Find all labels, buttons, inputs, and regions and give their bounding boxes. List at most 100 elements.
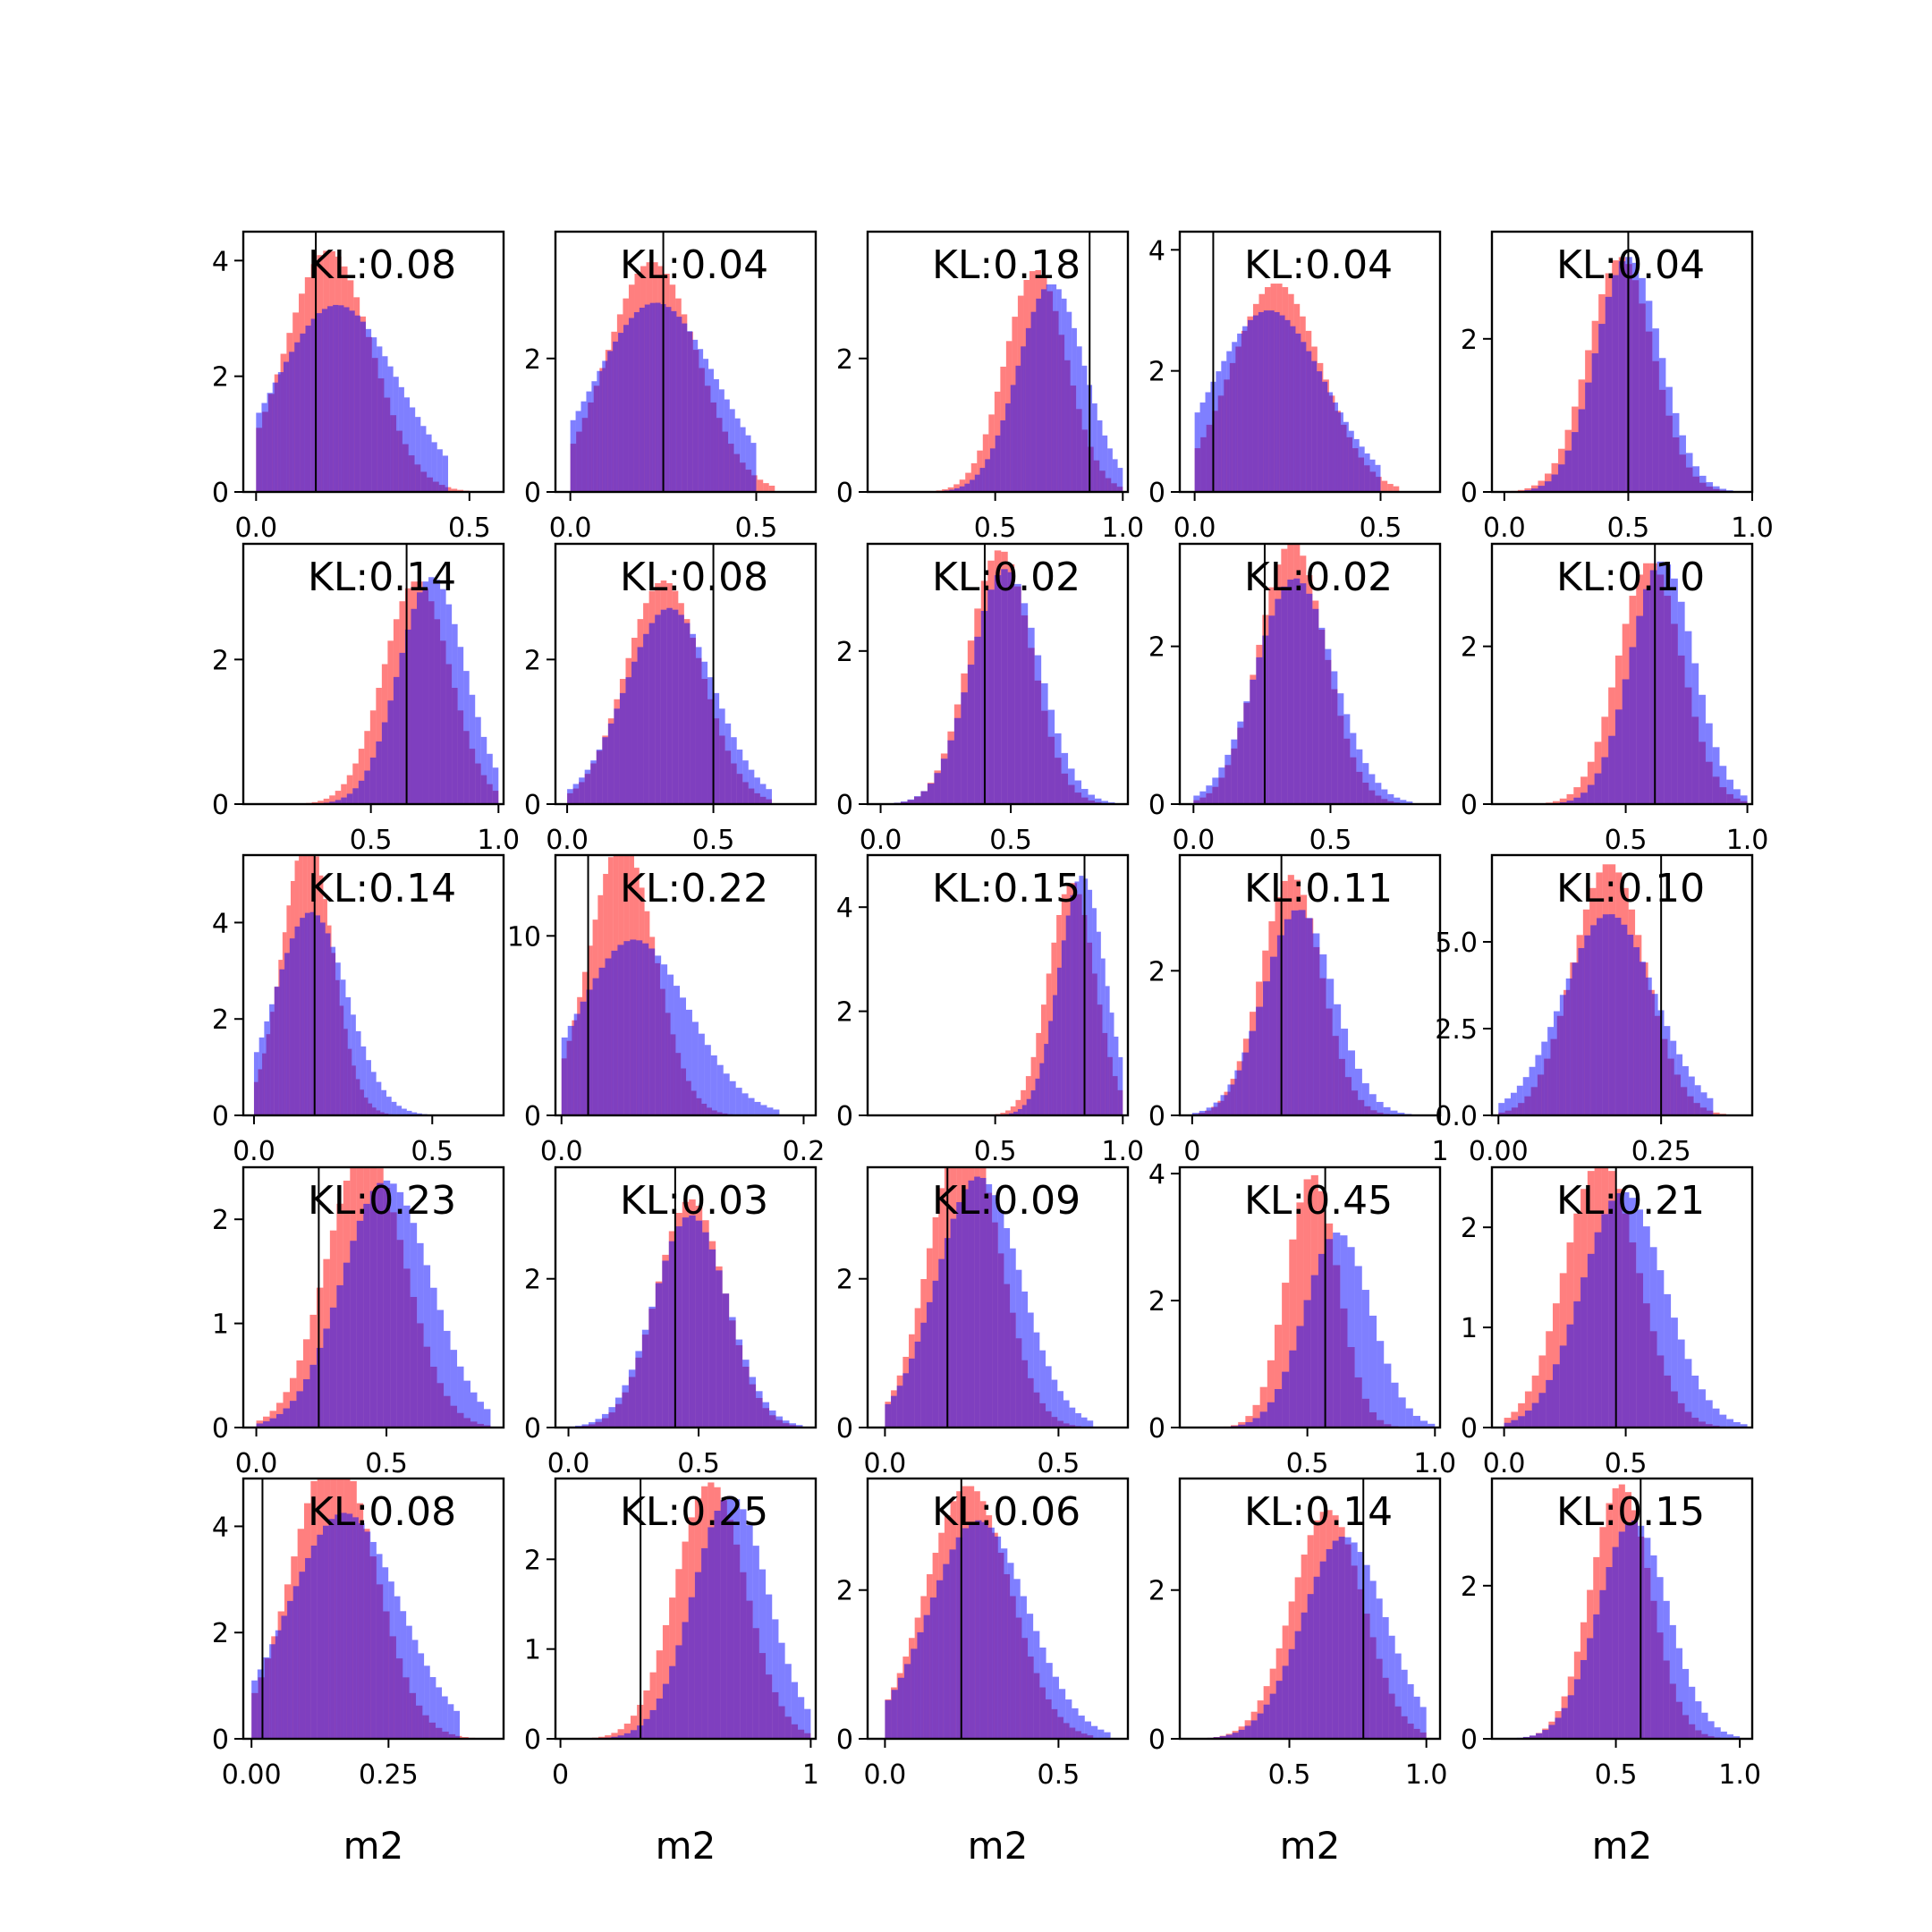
panel-r3-c0-blue-bar <box>483 1409 491 1428</box>
panel-r1-c1-blue-bar <box>759 784 767 804</box>
panel-r3-c4-blue-bar <box>1649 1247 1657 1428</box>
panel-r2-c1-blue-bar <box>642 943 649 1115</box>
panel-r2-c4-blue-bar <box>1597 918 1603 1115</box>
panel-r1-c0-blue-bar <box>457 647 464 804</box>
panel-r0-c0-kl-annotation: KL:0.08 <box>308 242 456 288</box>
panel-r2-c3-blue-bar <box>1354 1068 1362 1115</box>
panel-r2-c4-blue-bar <box>1541 1041 1548 1115</box>
panel-r2-c4-blue-bar <box>1707 1097 1714 1115</box>
panel-r3-c1-bars <box>568 1199 803 1428</box>
panel-r3-c1-kl-annotation: KL:0.03 <box>620 1178 768 1224</box>
panel-r2-c0-blue-bar <box>269 1004 275 1115</box>
panel-r2-c0-blue-bar <box>402 1108 407 1115</box>
panel-r0-c2-blue-bar <box>974 474 980 492</box>
panel-r1-c3-blue-bar <box>1325 648 1332 804</box>
panel-r2-c1-blue-bar <box>674 986 681 1115</box>
panel-r3-c1-blue-bar <box>769 1410 776 1428</box>
panel-r1-c0-blue-bar <box>417 592 423 804</box>
panel-r0-c4-kl-annotation: KL:0.04 <box>1556 242 1705 288</box>
panel-r3-c1-ytick-label: 2 <box>524 1265 541 1296</box>
panel-r1-c1-bars <box>567 580 772 804</box>
panel-r4-c4-blue-bar <box>1663 1600 1670 1739</box>
panel-r2-c1-blue-bar <box>698 1033 705 1115</box>
panel-r1-c0-red-bar <box>346 775 353 804</box>
panel-r0-c1-blue-bar <box>628 318 634 492</box>
panel-r2-c4-blue-bar <box>1572 962 1579 1115</box>
panel-r4-c3-blue-bar <box>1282 1665 1289 1739</box>
panel-r4-c0-blue-bar <box>436 1687 443 1739</box>
panel-r0-c0-blue-bar <box>261 402 267 492</box>
panel-r3-c4-blue-bar <box>1559 1345 1567 1428</box>
panel-r4-c3-blue-bar <box>1388 1635 1395 1739</box>
panel-r3-c2-blue-bar <box>938 1258 945 1428</box>
panel-r4-c3-blue-bar <box>1351 1542 1358 1739</box>
panel-r4-c0-blue-bar <box>257 1669 264 1739</box>
panel-r3-c4-blue-bar <box>1511 1419 1519 1428</box>
panel-r1-c1-blue-bar <box>637 647 644 804</box>
panel-r2-c3-blue-bar <box>1341 1029 1349 1115</box>
panel-r3-c4-blue-bar <box>1699 1389 1706 1428</box>
panel-r2-c3-bars <box>1191 875 1440 1115</box>
panel-r3-c1-blue-bar <box>662 1260 669 1428</box>
panel-r1-c4-blue-bar <box>1649 570 1657 804</box>
panel-r0-c4-blue-bar <box>1658 358 1666 492</box>
panel-r2-c4-blue-bar <box>1565 978 1572 1115</box>
panel-r4-c0-blue-bar <box>275 1630 282 1739</box>
panel-r2-c1-blue-bar <box>716 1064 724 1115</box>
panel-r0-c1-blue-bar <box>745 435 751 492</box>
panel-r2-c1-blue-bar <box>704 1045 711 1115</box>
panel-r4-c2-blue-bar <box>897 1677 905 1739</box>
panel-r0-c1-blue-bar <box>623 325 629 492</box>
panel-r3-c4-blue-bar <box>1636 1209 1644 1428</box>
panel-r1-c4-xtick-label: 1.0 <box>1726 825 1769 856</box>
panel-r3-c3-blue-bar <box>1384 1363 1392 1428</box>
panel-r2-c1-blue-bar <box>580 1001 587 1115</box>
panel-r3-c1-blue-bar <box>729 1317 736 1428</box>
panel-r4-c3-blue-bar <box>1307 1594 1314 1739</box>
panel-r2-c4-ytick-label: 2.5 <box>1435 1014 1478 1046</box>
panel-r2-c4-blue-bar <box>1498 1103 1505 1115</box>
panel-r0-c3-blue-bar <box>1268 310 1275 492</box>
panel-r3-c4-blue-bar <box>1587 1253 1595 1428</box>
panel-r3-c0-ytick-label: 2 <box>212 1205 229 1236</box>
panel-r2-c4-blue-bar <box>1522 1077 1530 1115</box>
panel-r2-c2-blue-bar <box>1100 958 1106 1115</box>
panel-r0-c3-blue-bar <box>1274 311 1280 492</box>
panel-r0-c1-blue-bar <box>718 389 724 492</box>
panel-r4-c3-blue-bar <box>1338 1537 1345 1739</box>
panel-r0-c0-blue-bar <box>426 434 432 492</box>
panel-r3-c3-blue-bar <box>1361 1290 1369 1428</box>
panel-r4-c3-blue-bar <box>1363 1564 1370 1739</box>
panel-r1-c3-bars <box>1193 544 1413 804</box>
panel-r4-c0-blue-bar <box>447 1704 454 1739</box>
panel-r0-c4-xtick-label: 0.0 <box>1483 513 1526 544</box>
panel-r0-c1-ytick-label: 0 <box>524 478 541 509</box>
panel-r3-c3-blue-bar <box>1289 1350 1297 1428</box>
panel-r2-c2-blue-bar <box>1026 1098 1031 1115</box>
panel-r1-c0-blue-bar <box>469 694 476 804</box>
panel-r1-c4-blue-bar <box>1664 564 1672 804</box>
panel-r0-c4-blue-bar <box>1585 382 1592 492</box>
panel-r0-c3-blue-bar <box>1252 315 1258 492</box>
panel-r1-c2-blue-bar <box>934 773 941 804</box>
panel-r4-c4-blue-bar <box>1707 1721 1715 1739</box>
panel-r1-c3-kl-annotation: KL:0.02 <box>1244 555 1393 600</box>
panel-r2-c3: 0 1 0 2 KL:0.11 <box>1148 853 1449 1167</box>
panel-r3-c2-blue-bar <box>1010 1248 1016 1428</box>
panel-r2-c2-blue-bar <box>1017 1108 1022 1115</box>
panel-r0-c2-xtick-label: 0.5 <box>974 513 1017 544</box>
panel-r4-c3-blue-bar <box>1219 1736 1226 1739</box>
panel-r4-c1-red-bar <box>611 1733 618 1739</box>
panel-r3-c3-red-bar <box>1267 1360 1275 1428</box>
panel-r2-c4-blue-bar <box>1621 924 1628 1115</box>
panel-r3-c1-blue-bar <box>689 1215 696 1428</box>
panel-r4-c1-blue-bar <box>714 1511 721 1739</box>
panel-r1-c0-red-bar <box>364 731 370 804</box>
panel-r3-c3-red-bar <box>1245 1416 1253 1428</box>
panel-r0-c4: 0.0 0.5 1.0 0 2 KL:0.04 <box>1461 230 1774 544</box>
panel-r3-c0-blue-bar <box>289 1401 297 1428</box>
panel-r2-c0-blue-bar <box>370 1072 377 1115</box>
panel-r0-c4-blue-bar <box>1612 275 1619 492</box>
panel-r0-c4-blue-bar <box>1679 435 1686 492</box>
